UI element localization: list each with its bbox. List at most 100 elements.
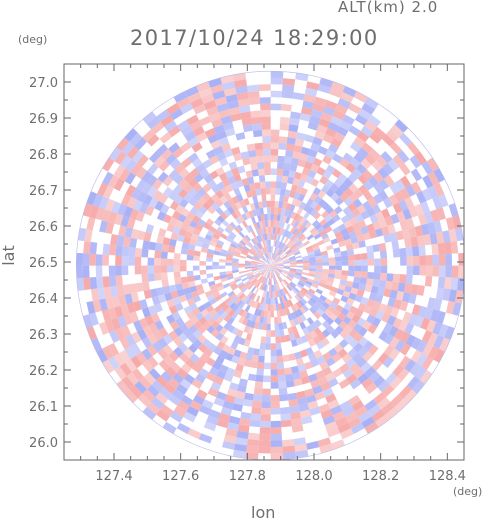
y-tick-label: 26.5 (29, 256, 58, 271)
radar-cell (303, 263, 310, 266)
radar-cell (200, 270, 207, 275)
radar-cell (266, 324, 270, 331)
radar-cell (361, 266, 368, 272)
radar-cell (354, 254, 361, 260)
radar-cell (348, 260, 355, 266)
radar-cell (103, 276, 111, 287)
radar-cell (399, 248, 406, 257)
radar-cell (361, 253, 368, 260)
y-tick-label: 26.7 (29, 184, 58, 199)
radar-cell (267, 311, 270, 318)
radar-cell (258, 447, 270, 454)
radar-cell (180, 266, 187, 272)
radar-cell (348, 255, 355, 261)
radar-cell (439, 254, 446, 265)
radar-cell (269, 285, 271, 292)
radar-cell (374, 266, 381, 273)
radar-cell (431, 244, 439, 255)
radar-cell (271, 227, 274, 234)
radar-cell (174, 266, 181, 272)
radar-cell (281, 182, 287, 189)
radar-cell (368, 259, 375, 266)
radar-cell (280, 117, 290, 124)
radar-cell (256, 368, 264, 375)
radar-cell (115, 255, 122, 265)
radar-cell (367, 272, 374, 279)
radar-cell (279, 394, 288, 401)
radar-cell (341, 250, 348, 256)
radar-cell (271, 440, 283, 447)
radar-cell (174, 253, 181, 260)
radar-cell (238, 266, 245, 268)
radar-cell (262, 395, 271, 402)
radar-cell (282, 439, 294, 447)
radar-cell (255, 288, 260, 295)
radar-cell (266, 201, 270, 208)
y-tick-label: 26.2 (29, 364, 58, 379)
radar-cell (271, 149, 279, 156)
radar-cell (201, 278, 208, 284)
radar-cell (135, 257, 142, 266)
radar-cell (264, 155, 271, 162)
radar-cell (271, 401, 280, 408)
radar-cell (219, 259, 226, 263)
radar-cell (279, 136, 288, 143)
radar-cell (258, 356, 265, 363)
radar-cell (135, 266, 142, 275)
radar-cell (432, 266, 439, 277)
radar-cell (128, 247, 135, 257)
radar-cell (271, 330, 276, 337)
radar-cell (266, 337, 271, 344)
radar-cell (243, 399, 253, 407)
radar-cell (412, 246, 419, 256)
radar-cell (90, 277, 98, 289)
radar-cell (271, 220, 274, 227)
radar-cell (89, 254, 96, 266)
radar-cell (261, 195, 266, 202)
radar-cell (367, 252, 374, 259)
radar-cell (76, 253, 83, 266)
radar-cell (136, 283, 144, 293)
radar-cell (223, 283, 230, 289)
radar-cell (452, 266, 459, 278)
radar-cell (194, 250, 201, 256)
radar-cell (348, 271, 355, 277)
radar-cell (263, 376, 271, 383)
radar-cell (248, 91, 260, 99)
y-tick-label: 26.1 (29, 400, 58, 415)
radar-cell (265, 181, 271, 188)
radar-cell (399, 274, 406, 283)
radar-cell (425, 276, 432, 287)
radar-cell (413, 256, 420, 266)
radar-cell (329, 257, 336, 262)
radar-cell (154, 258, 161, 266)
radar-cell (261, 117, 271, 124)
radar-cell (268, 227, 271, 234)
radar-cell (277, 169, 284, 176)
radar-cell (253, 348, 260, 355)
radar-cell (271, 434, 282, 441)
radar-cell (277, 266, 284, 267)
radar-cell (240, 274, 247, 278)
radar-cell (239, 255, 246, 259)
radar-cell (287, 293, 292, 300)
radar-cell (194, 275, 201, 281)
radar-cell (259, 440, 271, 447)
radar-cell (282, 85, 294, 93)
radar-cell (276, 343, 282, 350)
radar-cell (261, 123, 270, 130)
radar-cell (122, 246, 129, 256)
radar-cell (283, 446, 296, 454)
radar-cell (250, 420, 261, 428)
radar-cell (247, 144, 256, 152)
radar-cell (271, 395, 280, 402)
radar-cell (199, 261, 206, 266)
radar-cell (271, 369, 278, 376)
radar-cell (275, 201, 280, 208)
radar-cell (247, 439, 259, 447)
x-tick-label: 128.2 (362, 469, 399, 484)
radar-cell (96, 277, 104, 289)
radar-cell (426, 255, 433, 266)
radar-cell (252, 123, 262, 130)
radar-cell (316, 289, 323, 295)
